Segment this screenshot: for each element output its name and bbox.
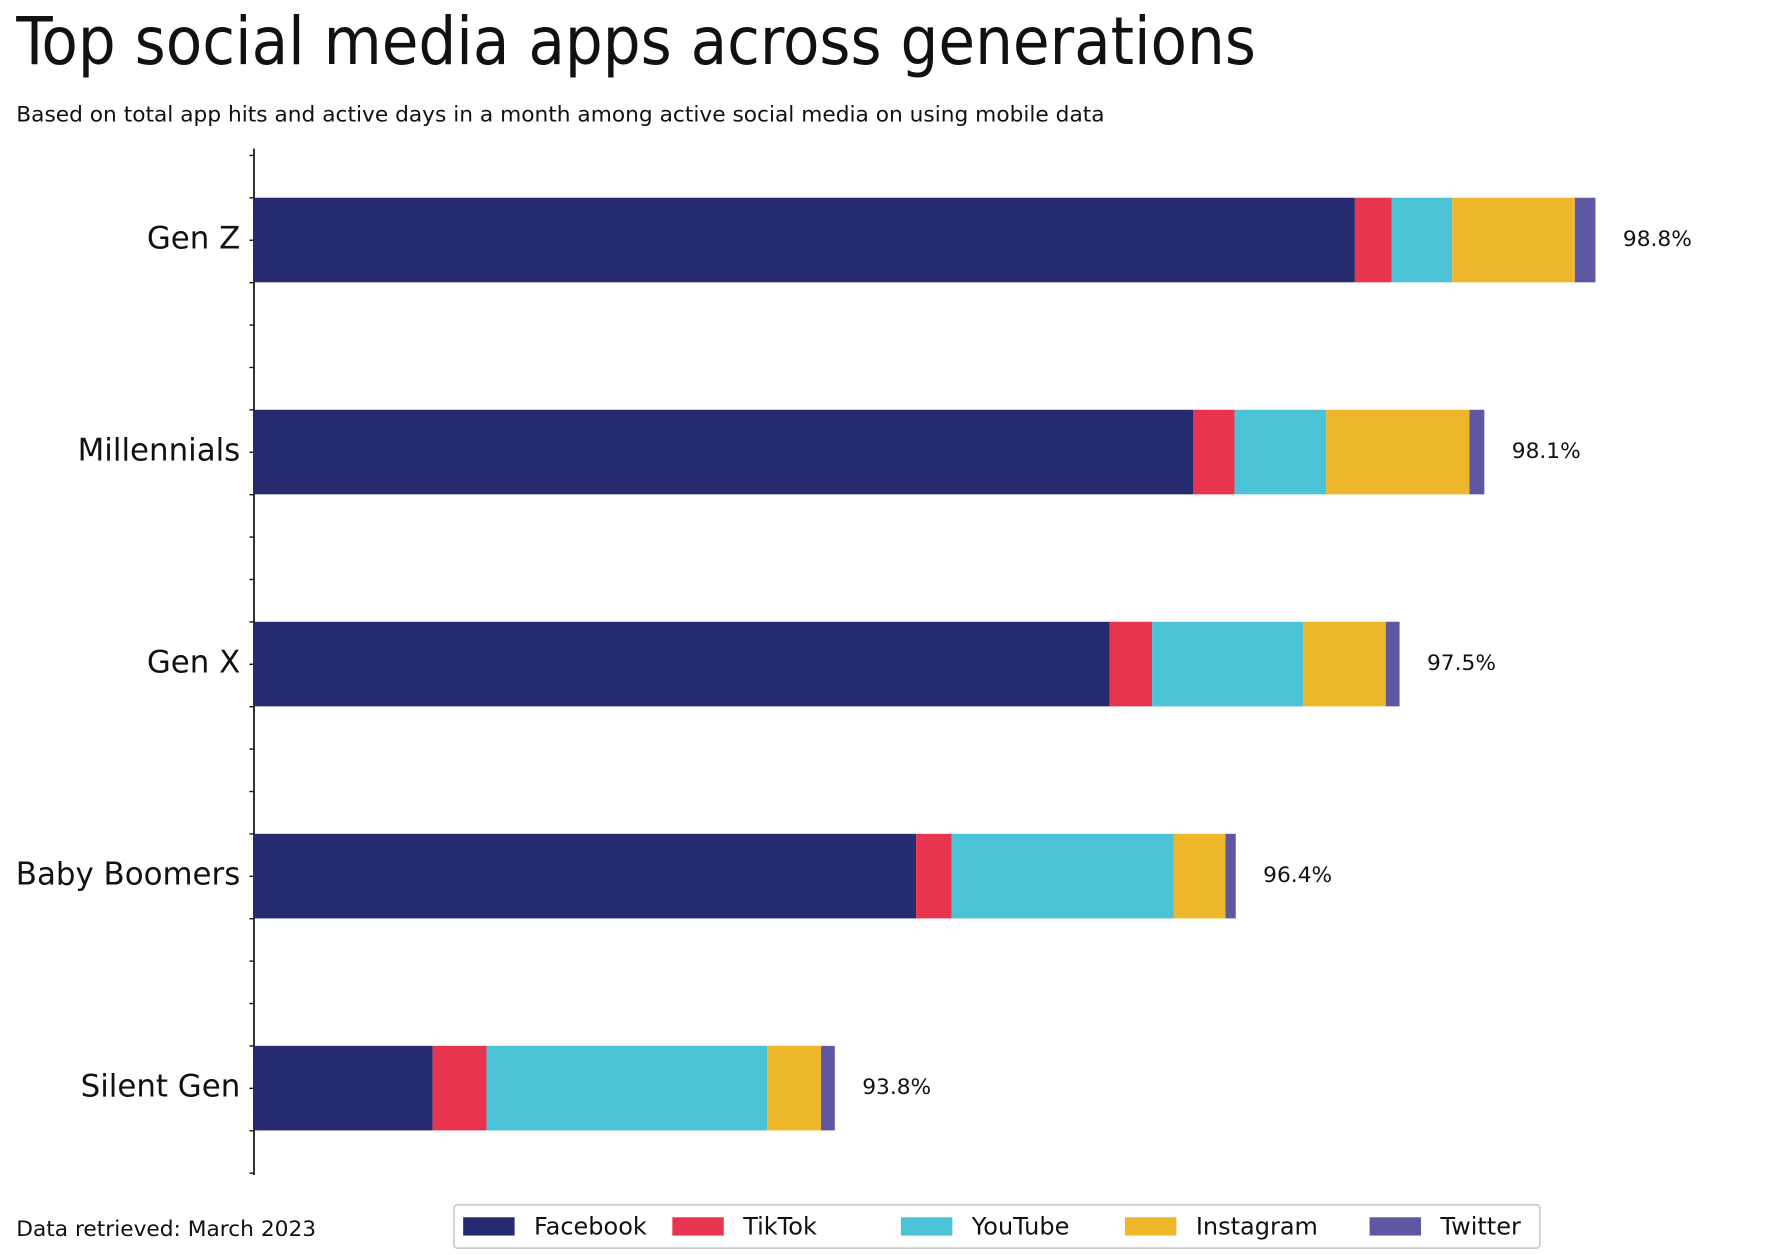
chart-title: Top social media apps across generations xyxy=(15,2,1256,80)
y-tick-label: Baby Boomers xyxy=(16,857,240,893)
bar-segment xyxy=(1469,409,1485,495)
bar-segment xyxy=(1225,833,1236,919)
bar-segment xyxy=(432,1045,487,1131)
bar-segment xyxy=(1173,833,1226,919)
legend-swatch xyxy=(1369,1217,1421,1236)
legend-label: Facebook xyxy=(534,1213,647,1241)
legend-box xyxy=(453,1203,1541,1249)
y-tick-label: Millennials xyxy=(78,433,241,469)
bar-segment xyxy=(253,833,917,919)
total-label: 93.8% xyxy=(862,1075,931,1100)
bar-segment xyxy=(1452,197,1575,283)
legend-label: Instagram xyxy=(1196,1213,1318,1241)
bar-segment xyxy=(1391,197,1453,283)
total-label: 98.1% xyxy=(1512,439,1581,464)
legend-swatch xyxy=(463,1217,515,1236)
legend-label: TikTok xyxy=(742,1213,817,1241)
total-label: 98.8% xyxy=(1623,227,1692,252)
bar-segment xyxy=(767,1045,822,1131)
bar-segment xyxy=(1385,621,1400,707)
bar-segment xyxy=(1152,621,1304,707)
bar-segment xyxy=(916,833,952,919)
bar-segment xyxy=(486,1045,768,1131)
bar-segment xyxy=(1354,197,1392,283)
legend-swatch xyxy=(1124,1217,1177,1236)
y-tick-label: Gen Z xyxy=(147,221,240,257)
y-tick-label: Silent Gen xyxy=(81,1069,241,1105)
bar-segment xyxy=(253,197,1355,283)
footnote: Data retrieved: March 2023 xyxy=(16,1217,316,1242)
bar-segment xyxy=(253,409,1194,495)
legend-swatch xyxy=(900,1217,953,1236)
bar-segment xyxy=(1574,197,1596,283)
chart-subtitle: Based on total app hits and active days … xyxy=(16,102,1104,127)
bar-segment xyxy=(1303,621,1386,707)
total-label: 97.5% xyxy=(1427,651,1496,676)
bar-segment xyxy=(1109,621,1153,707)
bar-segment xyxy=(821,1045,835,1131)
legend-label: YouTube xyxy=(971,1213,1070,1241)
bar-segment xyxy=(1193,409,1235,495)
bar-segment xyxy=(1234,409,1327,495)
bar-segment xyxy=(253,1045,433,1131)
legend-label: Twitter xyxy=(1439,1213,1521,1241)
bar-segment xyxy=(1326,409,1470,495)
y-tick-label: Gen X xyxy=(147,645,240,681)
bar-segment xyxy=(253,621,1110,707)
legend-swatch xyxy=(672,1217,724,1236)
total-label: 96.4% xyxy=(1263,863,1332,888)
bar-segment xyxy=(951,833,1174,919)
